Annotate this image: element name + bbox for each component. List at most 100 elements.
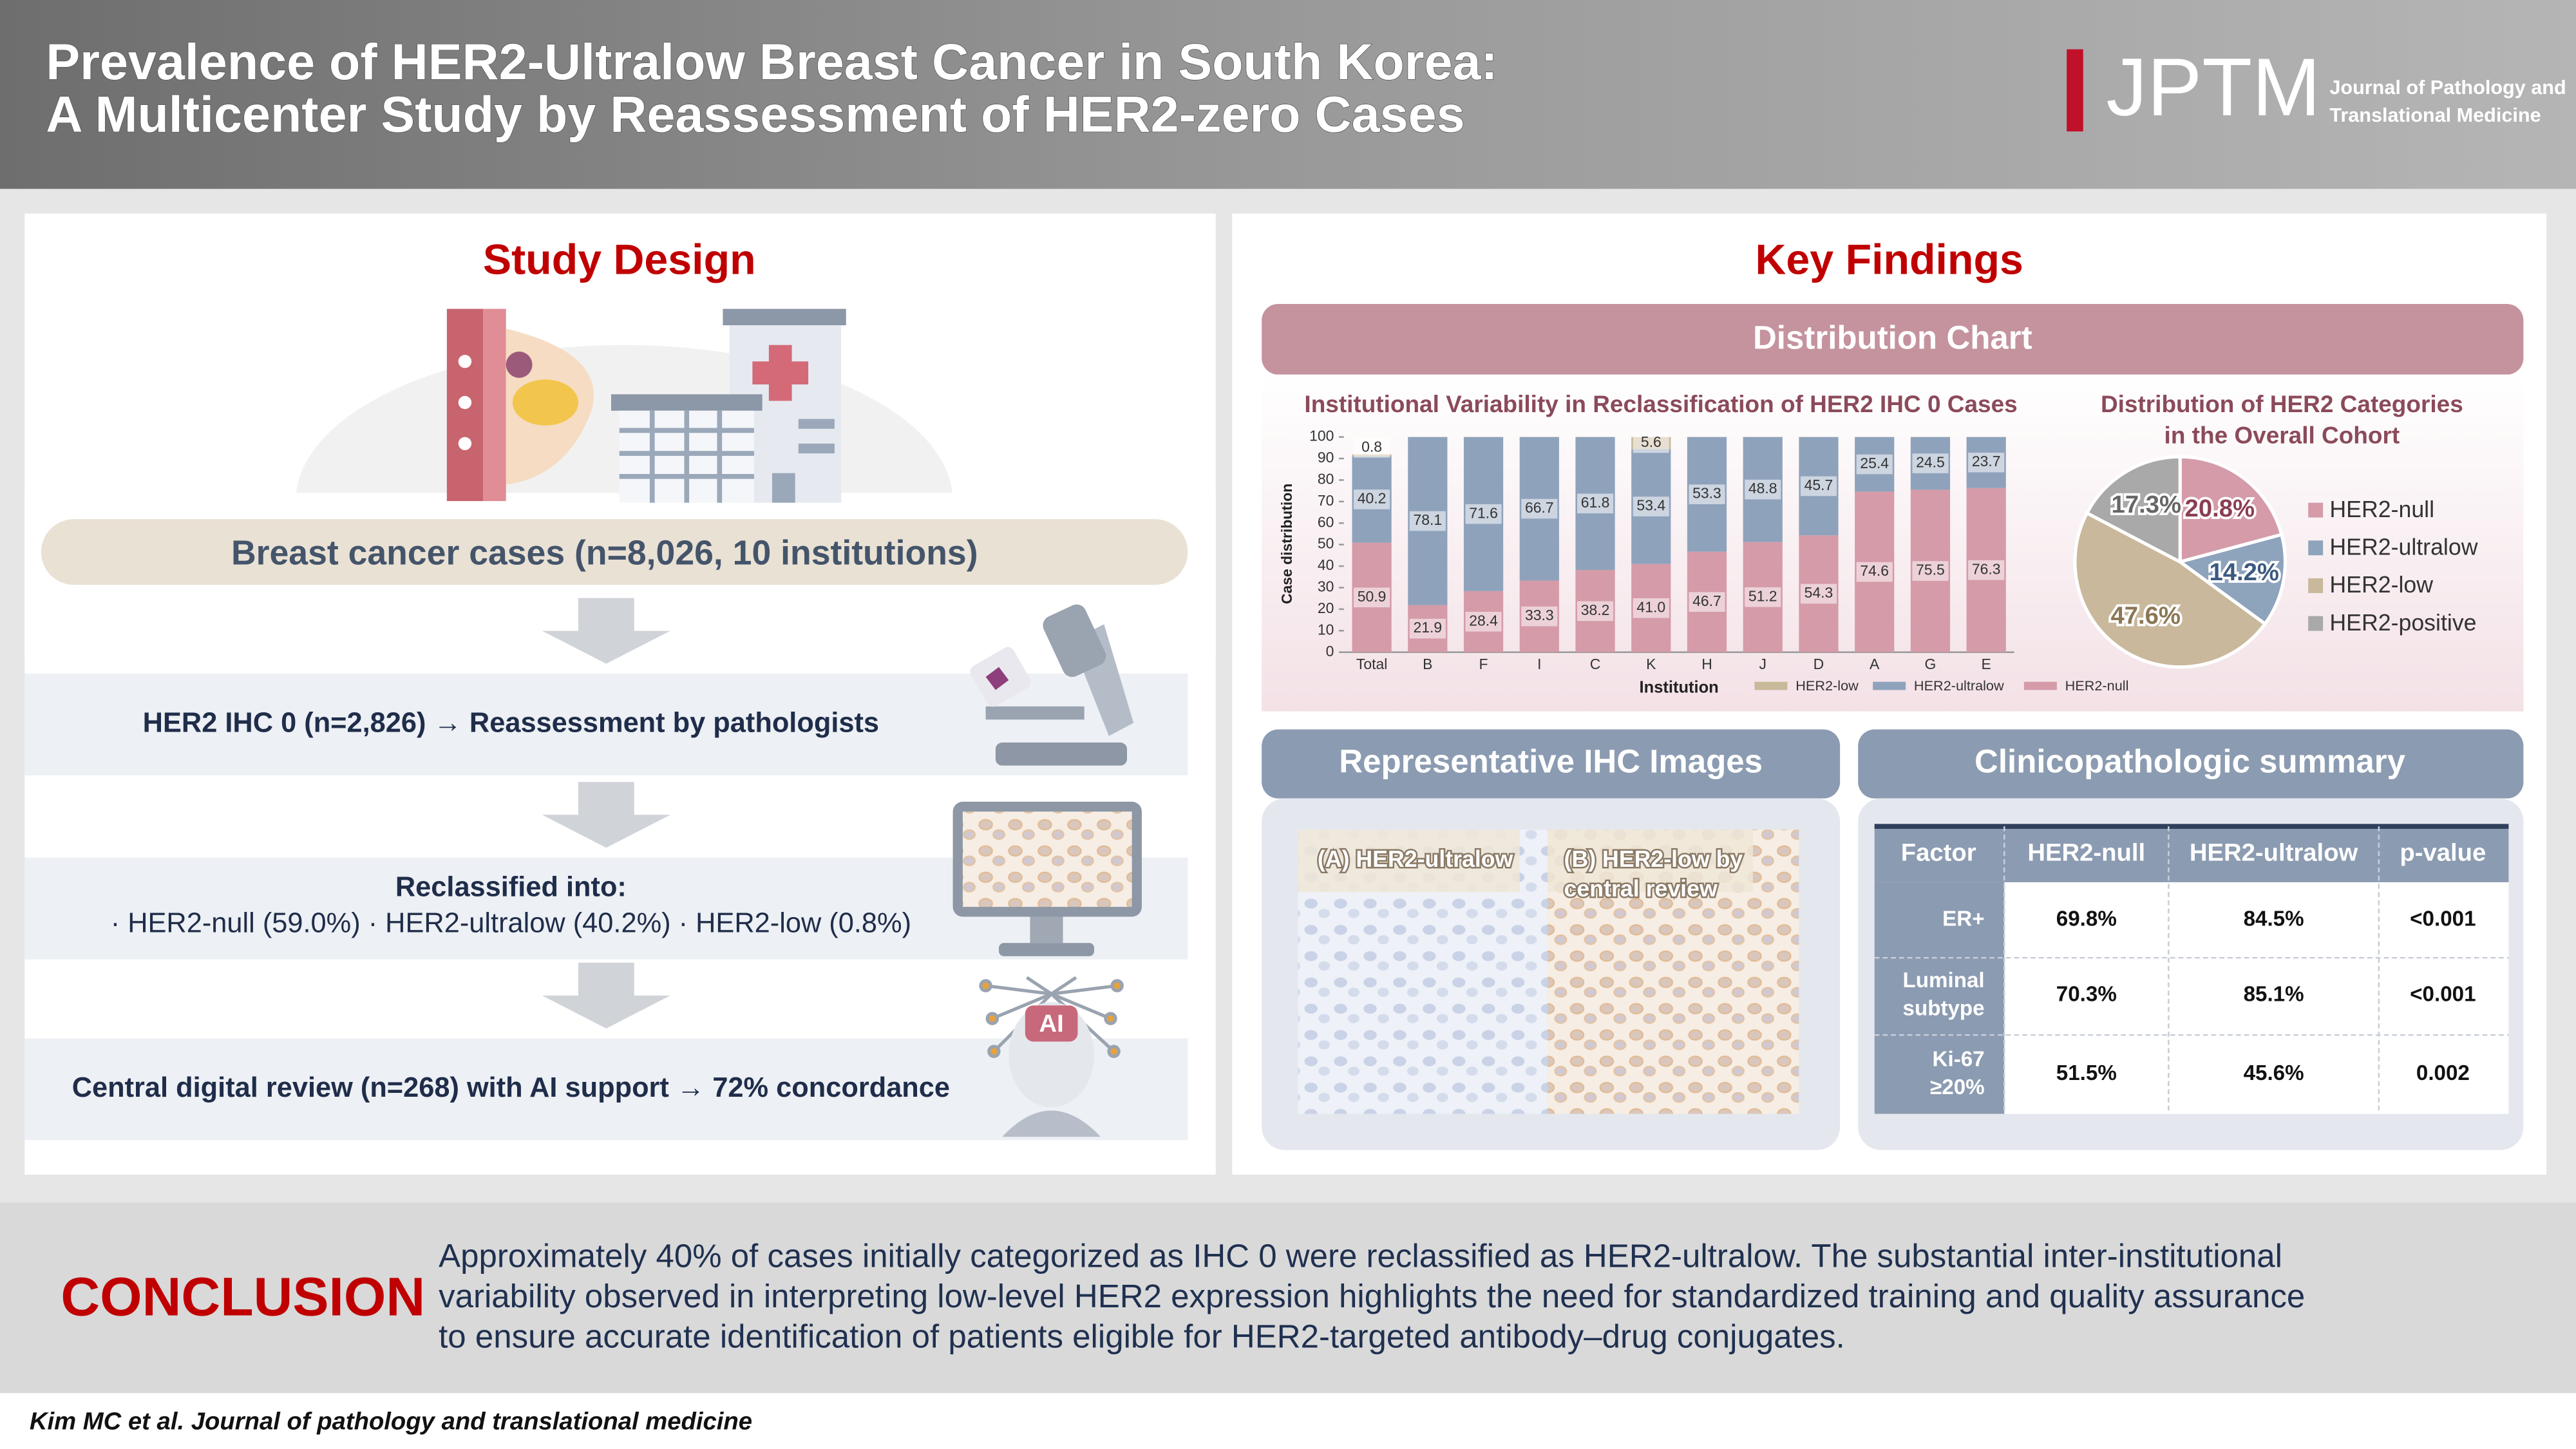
value-label: 47.6% xyxy=(2110,602,2180,630)
value-label: 41.0 xyxy=(1636,598,1665,615)
value-label: 24.5 xyxy=(1916,454,1945,471)
x-tick-label: G xyxy=(1925,656,1937,672)
value-label-bg xyxy=(1409,511,1446,531)
chart-title: Distribution of HER2 Categories xyxy=(2101,391,2463,417)
y-axis-label: Case distribution xyxy=(1278,484,1295,604)
image-label: (A) HER2-ultralow xyxy=(1318,846,1513,872)
value-label-bg xyxy=(1912,453,1949,473)
ai-head-icon xyxy=(979,976,1124,1137)
value-label-bg xyxy=(1465,504,1502,524)
legend-swatch xyxy=(1873,681,1906,690)
step-text: · HER2-null (59.0%) · HER2-ultralow (40.… xyxy=(111,908,911,939)
value-label: 76.3 xyxy=(1972,560,2001,577)
title: A Multicenter Study by Reassessment of H… xyxy=(46,86,1464,143)
x-tick-label: I xyxy=(1537,656,1541,672)
x-tick-label: E xyxy=(1982,656,1991,672)
pie-slice xyxy=(2085,455,2182,565)
pie-slice xyxy=(2176,532,2287,627)
step-text: Breast cancer cases (n=8,026, 10 institu… xyxy=(231,534,978,572)
table-cell: 69.8% xyxy=(2056,907,2117,931)
chart-title: in the Overall Cohort xyxy=(2164,422,2400,448)
conclusion-text: variability observed in interpreting low… xyxy=(439,1278,2305,1314)
value-label-bg xyxy=(1689,484,1725,504)
table-cell: 70.3% xyxy=(2056,983,2117,1007)
y-tick-label: 70 xyxy=(1318,492,1334,509)
hospital-icon xyxy=(611,308,846,503)
image-label: central review xyxy=(1564,876,1718,902)
table-cell: <0.001 xyxy=(2410,907,2476,931)
value-label: 50.9 xyxy=(1358,588,1387,605)
y-tick-label: 90 xyxy=(1318,449,1334,466)
value-label-bg xyxy=(1409,618,1446,639)
table-cell: 45.6% xyxy=(2244,1061,2304,1085)
legend-label: HER2-ultralow xyxy=(1914,677,2004,694)
legend-label: HER2-null xyxy=(2065,677,2129,694)
section-header: Clinicopathologic summary xyxy=(1975,743,2406,780)
value-label: 54.3 xyxy=(1804,584,1833,601)
pie-slice xyxy=(2073,511,2268,669)
x-tick-label: C xyxy=(1590,656,1601,672)
value-label-bg xyxy=(1856,562,1893,582)
value-label: 71.6 xyxy=(1469,504,1498,521)
table-cell: 0.002 xyxy=(2416,1061,2470,1085)
chart-title: Institutional Variability in Reclassific… xyxy=(1304,391,2017,417)
value-label: 5.6 xyxy=(1641,433,1662,450)
value-label: 66.7 xyxy=(1525,499,1554,516)
value-label: 53.3 xyxy=(1692,485,1721,502)
y-tick-label: 50 xyxy=(1318,535,1334,552)
table-factor: Luminal xyxy=(1903,969,1985,992)
value-label-bg xyxy=(1800,476,1837,497)
y-tick-label: 10 xyxy=(1318,621,1334,638)
value-label-bg xyxy=(1354,437,1390,458)
image-label-bg xyxy=(1548,829,1753,893)
value-label-bg xyxy=(1745,587,1781,607)
x-tick-label: J xyxy=(1759,656,1766,672)
value-label-bg xyxy=(1968,452,2005,473)
legend-label: HER2-null xyxy=(2329,497,2434,522)
value-label-bg xyxy=(1577,493,1614,514)
value-label: 28.4 xyxy=(1469,612,1498,629)
value-label: 75.5 xyxy=(1916,562,1945,578)
legend-swatch xyxy=(2308,540,2324,556)
legend-swatch xyxy=(2308,616,2324,631)
pie-slice xyxy=(2178,455,2284,564)
breast-icon xyxy=(446,308,594,502)
x-tick-label: K xyxy=(1646,656,1656,672)
y-tick-label: 60 xyxy=(1318,513,1334,530)
value-label: 48.8 xyxy=(1748,480,1777,497)
value-label: 78.1 xyxy=(1414,511,1443,528)
y-tick-label: 80 xyxy=(1318,470,1334,487)
table-header: HER2-null xyxy=(2027,839,2145,867)
table-factor: ≥20% xyxy=(1930,1075,1985,1099)
value-label: 61.8 xyxy=(1581,494,1610,511)
legend-label: HER2-low xyxy=(2329,572,2433,598)
table-cell: 85.1% xyxy=(2244,983,2304,1007)
value-label: 51.2 xyxy=(1748,587,1777,604)
y-tick-label: 40 xyxy=(1318,556,1334,573)
value-label-bg xyxy=(1521,606,1558,627)
value-label: 25.4 xyxy=(1860,455,1889,471)
value-label-bg xyxy=(1689,592,1725,612)
x-tick-label: A xyxy=(1870,656,1880,672)
table-header: Factor xyxy=(1901,839,1976,867)
logo-name: Translational Medicine xyxy=(2329,104,2541,126)
legend-label: HER2-ultralow xyxy=(2329,534,2477,560)
x-tick-label: D xyxy=(1814,656,1824,672)
x-tick-label: Total xyxy=(1356,656,1387,672)
table-header: p-value xyxy=(2400,839,2486,867)
value-label-bg xyxy=(1354,489,1390,509)
conclusion-text: to ensure accurate identification of pat… xyxy=(439,1318,1845,1355)
section-header-bg xyxy=(1262,729,1841,799)
y-tick-label: 30 xyxy=(1318,578,1334,595)
value-label-bg xyxy=(1465,611,1502,632)
legend-swatch xyxy=(2308,578,2324,593)
step-band xyxy=(41,519,1188,585)
conclusion-bg xyxy=(0,1202,2576,1394)
value-label: 21.9 xyxy=(1414,619,1443,636)
value-label: 38.2 xyxy=(1581,601,1610,618)
y-tick-label: 100 xyxy=(1309,428,1334,444)
x-axis-label: Institution xyxy=(1640,679,1719,697)
y-tick-label: 0 xyxy=(1326,643,1334,659)
step-text: Central digital review (n=268) with AI s… xyxy=(72,1072,950,1103)
